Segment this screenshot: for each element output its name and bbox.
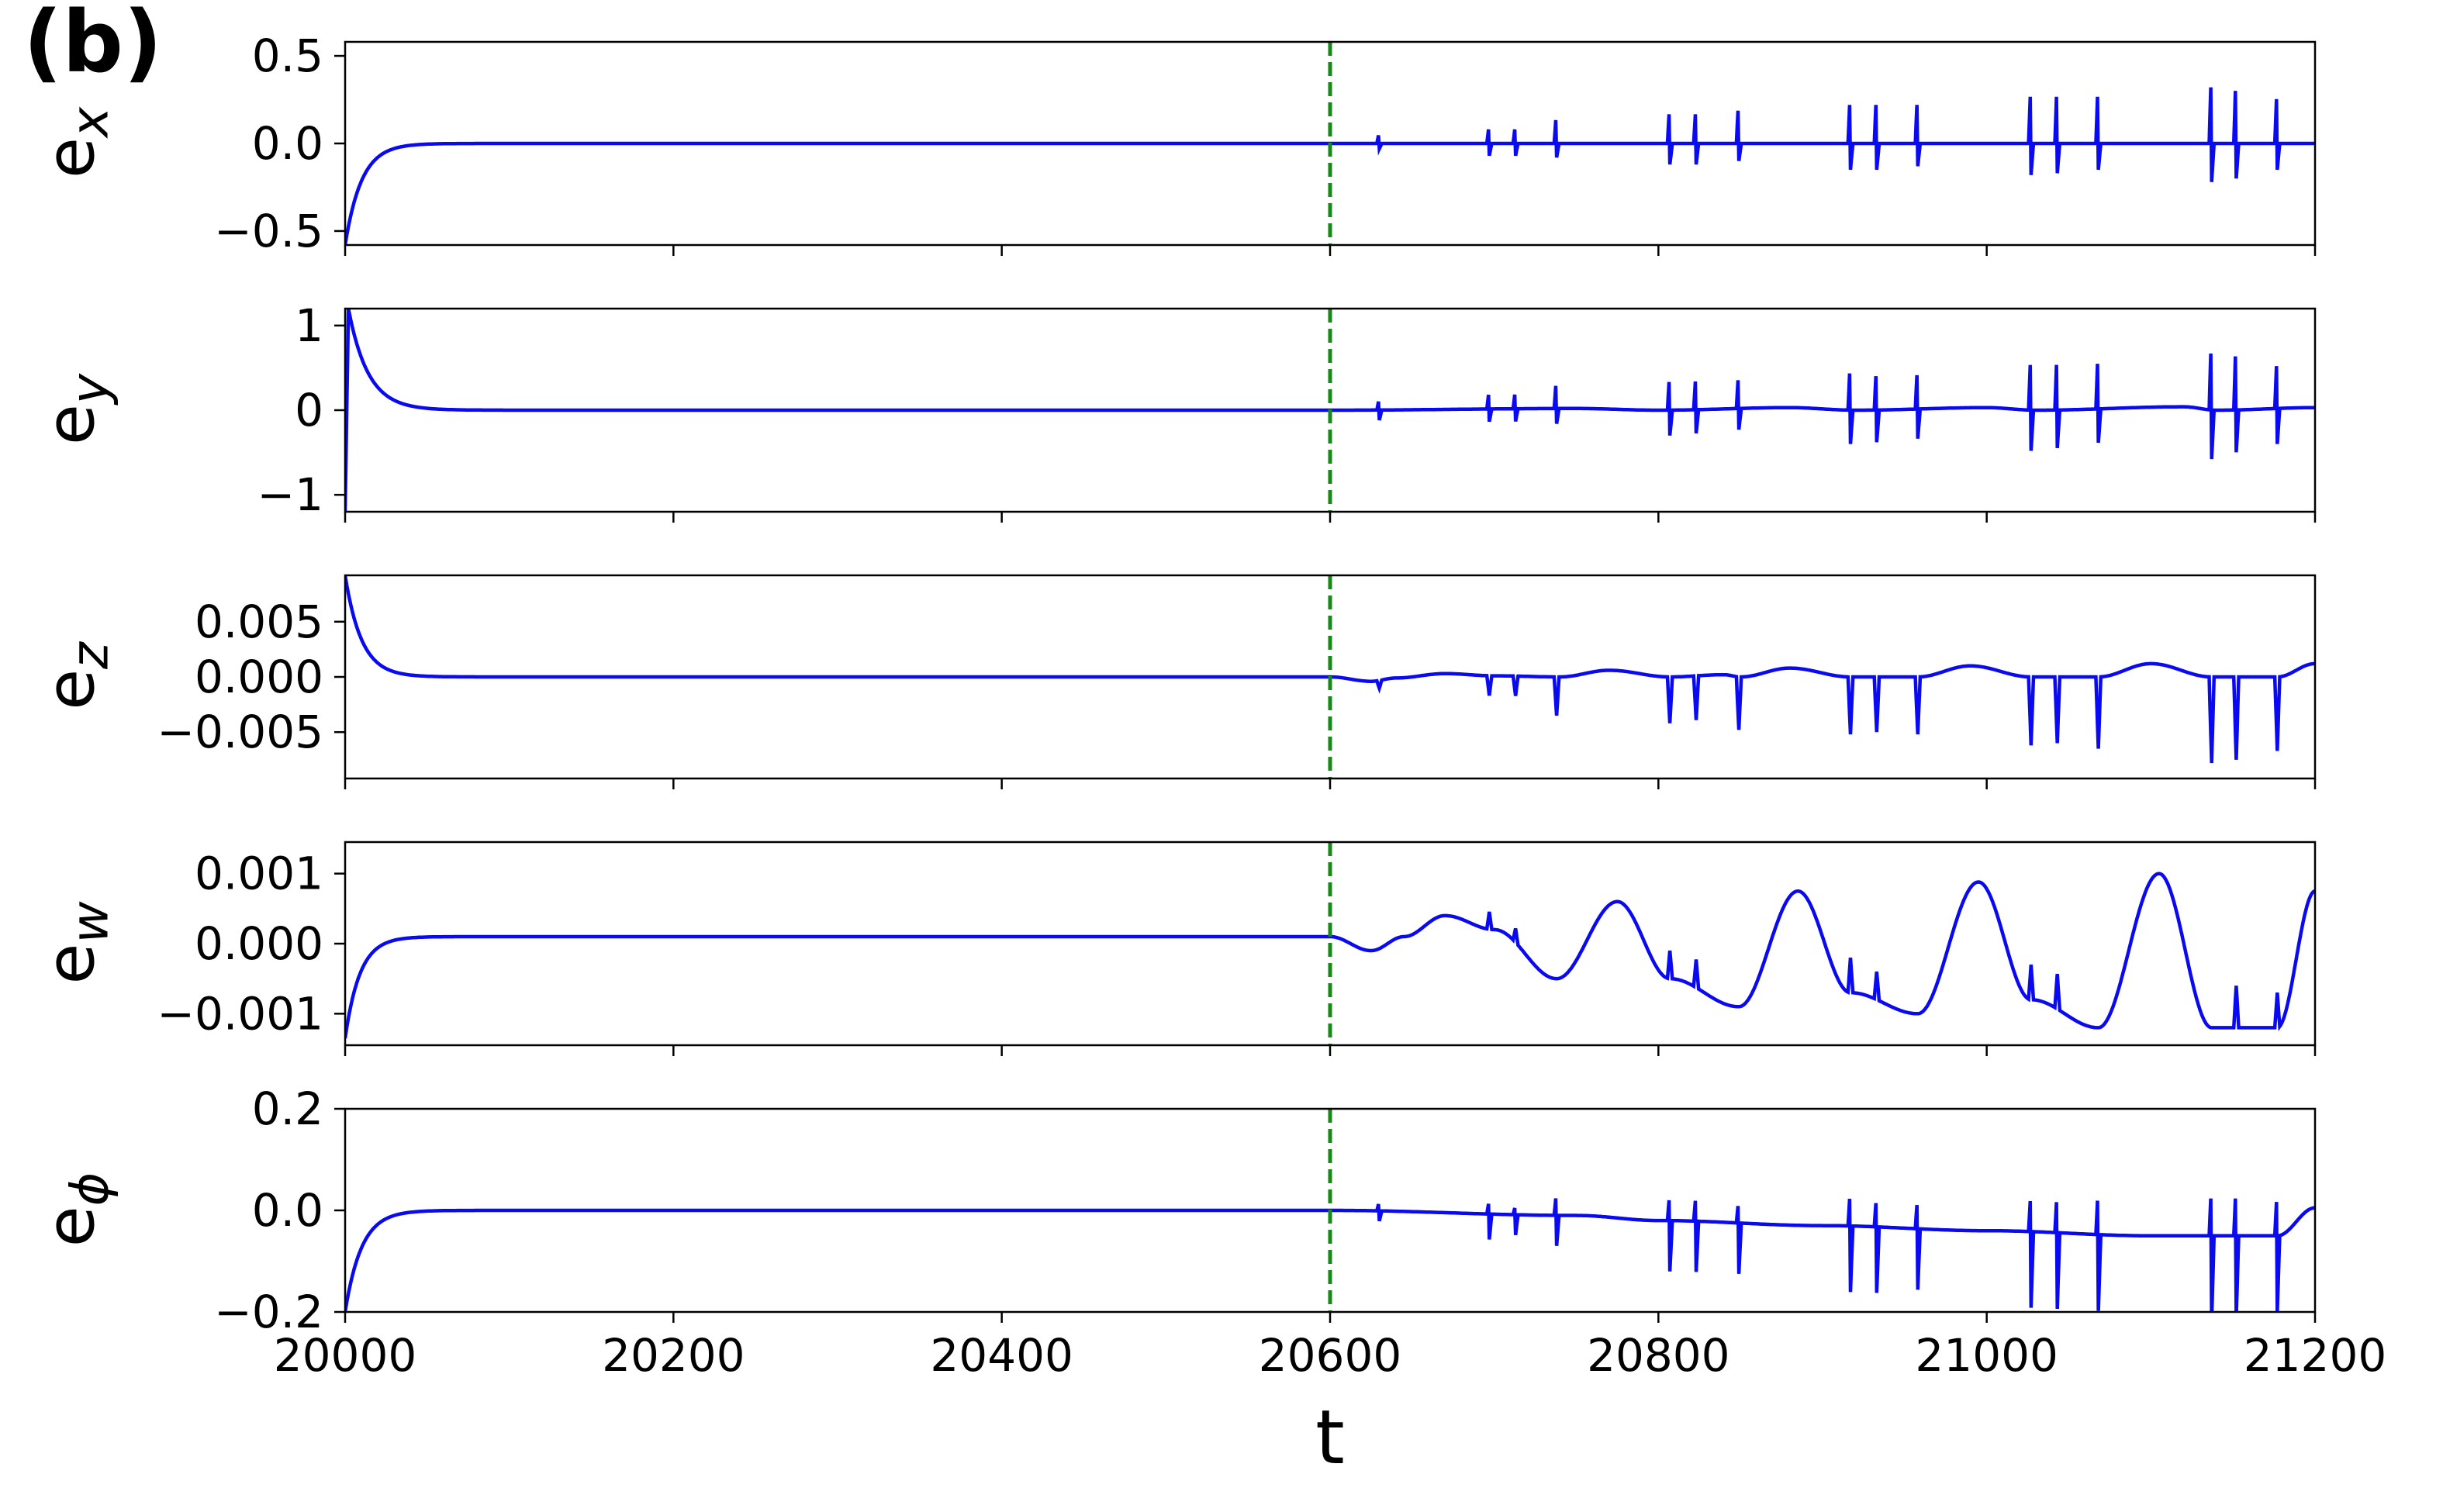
- y-tick-label-0-1: 0.0: [252, 117, 323, 170]
- y-tick-label-2-1: 0.000: [195, 651, 323, 703]
- y-tick-label-0-2: −0.5: [214, 205, 323, 257]
- x-tick-label-1: 20200: [602, 1329, 745, 1382]
- y-tick-label-0-0: 0.5: [252, 29, 323, 82]
- y-tick-label-3-1: 0.000: [195, 917, 323, 970]
- subplot-3: 0.001 0.000 −0.001: [157, 841, 2317, 1056]
- x-tick-label-6: 21200: [2244, 1329, 2387, 1382]
- y-tick-label-1-1: 0: [295, 384, 323, 437]
- y-tick-label-1-2: −1: [257, 468, 324, 521]
- y-tick-label-3-2: −0.001: [157, 987, 323, 1040]
- subplot-1: 1 0 −1: [257, 299, 2317, 523]
- y-tick-label-3-0: 0.001: [195, 847, 323, 900]
- y-tick-label-4-1: 0.0: [252, 1184, 323, 1237]
- x-tick-label-5: 21000: [1915, 1329, 2058, 1382]
- x-tick-label-0: 20000: [274, 1329, 417, 1382]
- subplot-0: 0.5 0.0 −0.5: [214, 29, 2317, 257]
- y-tick-label-1-0: 1: [295, 299, 323, 352]
- y-tick-label-4-0: 0.2: [252, 1082, 323, 1135]
- x-tick-label-2: 20400: [930, 1329, 1073, 1382]
- panel-label: (b): [23, 0, 163, 91]
- x-tick-label-3: 20600: [1259, 1329, 1402, 1382]
- y-tick-label-2-2: −0.005: [157, 706, 323, 758]
- y-tick-label-4-2: −0.2: [214, 1286, 323, 1338]
- y-tick-label-2-0: 0.005: [195, 595, 323, 648]
- x-axis-label: t: [1315, 1394, 1345, 1481]
- x-tick-label-4: 20800: [1587, 1329, 1730, 1382]
